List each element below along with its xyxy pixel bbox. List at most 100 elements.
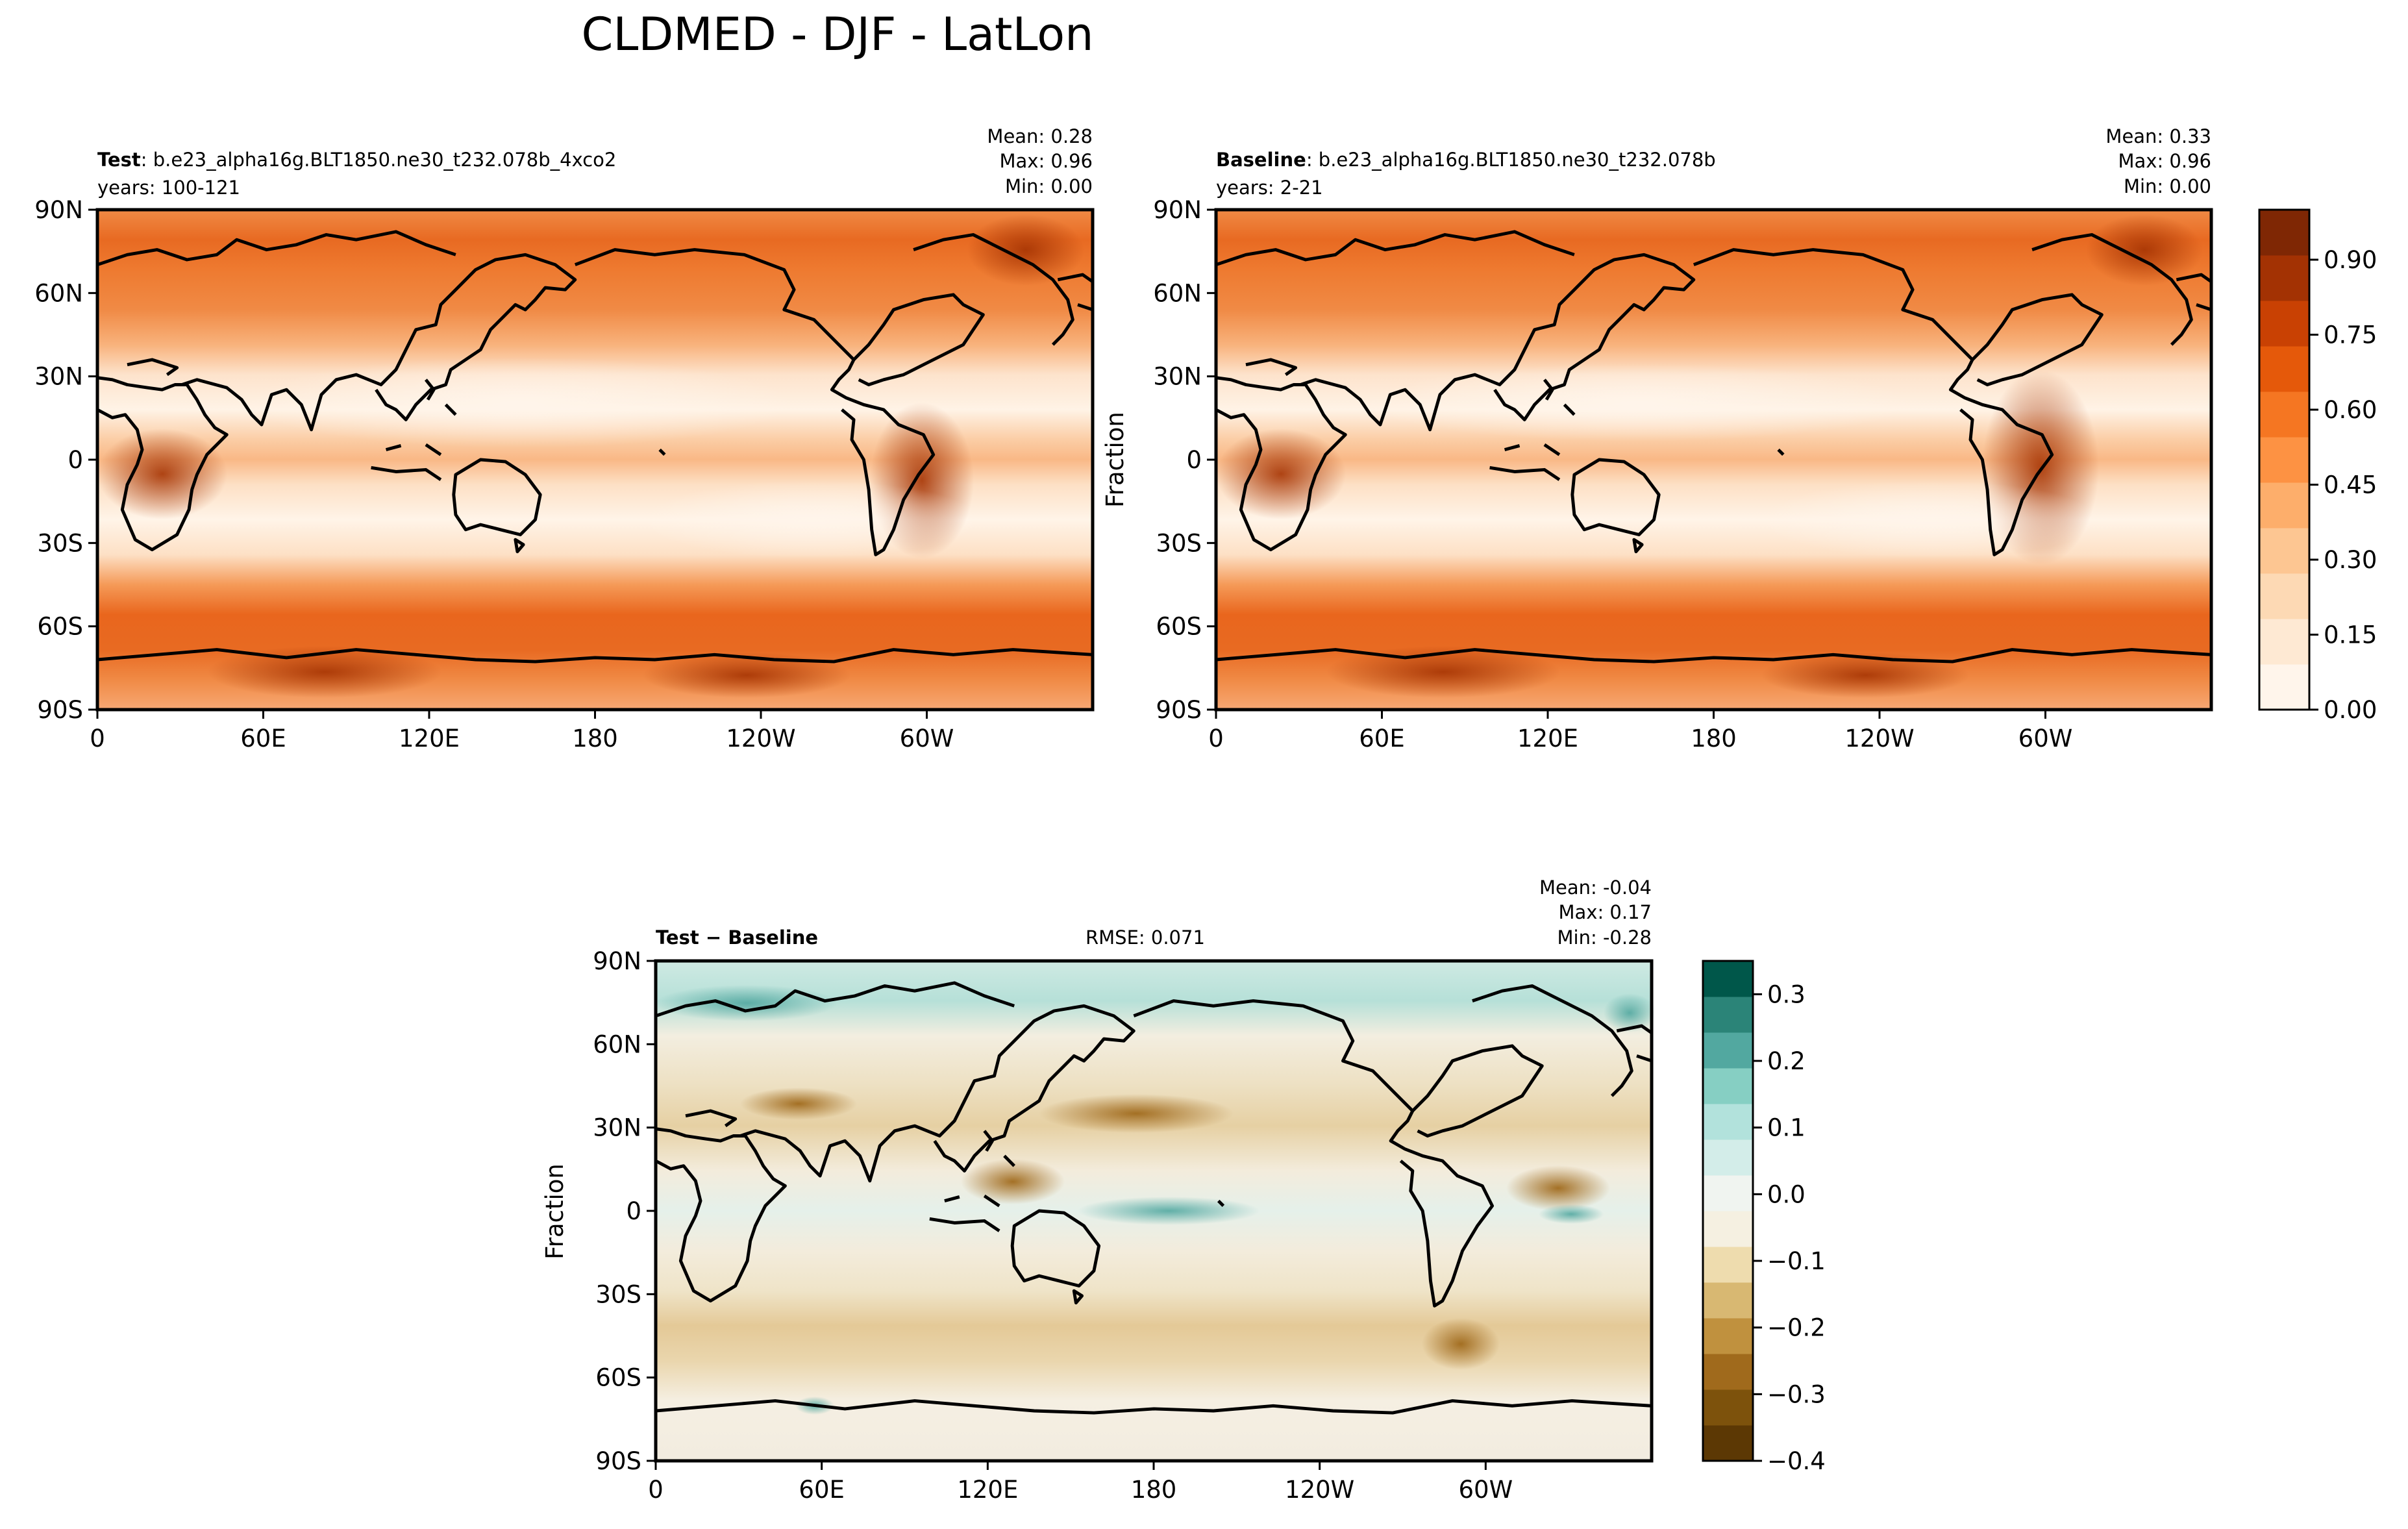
main-colorbar-swatch bbox=[2259, 210, 2309, 256]
baseline-stat-max: Max: 0.96 bbox=[2118, 150, 2211, 172]
baseline-xtick-label: 180 bbox=[1691, 725, 1737, 752]
baseline-ytick-label: 30S bbox=[1156, 529, 1202, 557]
baseline-years: years: 2-21 bbox=[1216, 177, 1323, 199]
panel-diff: Test − Baseline RMSE: 0.071 Mean: -0.04 … bbox=[541, 876, 1656, 1463]
baseline-xtick-label: 0 bbox=[1208, 725, 1224, 752]
diff-xtick-label: 120W bbox=[1285, 1476, 1354, 1504]
main-colorbar-tick-label: 0.30 bbox=[2324, 546, 2377, 574]
test-ytick-label: 60S bbox=[37, 613, 83, 641]
main-colorbar-tick-label: 0.15 bbox=[2324, 621, 2377, 649]
test-ytick-label: 0 bbox=[68, 446, 83, 474]
diff-ytick-label: 60S bbox=[595, 1364, 641, 1392]
test-ytick-label: 90S bbox=[37, 696, 83, 724]
diff-colorbar-swatch bbox=[1703, 1354, 1753, 1390]
baseline-ytick-label: 90N bbox=[1153, 196, 1202, 224]
diff-colorbar-tick-label: −0.1 bbox=[1767, 1247, 1826, 1275]
main-colorbar-swatch bbox=[2259, 528, 2309, 574]
main-colorbar-swatch bbox=[2259, 437, 2309, 483]
diff-colorbar-swatch bbox=[1703, 997, 1753, 1033]
diff-colorbar-tick-label: 0.1 bbox=[1767, 1114, 1806, 1142]
main-colorbar: 0.00 0.15 0.30 0.45 0.60 0.75 0.90 bbox=[2258, 208, 2377, 724]
main-colorbar-swatch bbox=[2259, 664, 2309, 710]
diff-stat-mean: Mean: -0.04 bbox=[1539, 876, 1652, 899]
test-header: Test: b.e23_alpha16g.BLT1850.ne30_t232.0… bbox=[97, 149, 616, 171]
diff-colorbar-tick-label: −0.2 bbox=[1767, 1314, 1826, 1342]
diff-xtick-label: 60E bbox=[799, 1476, 844, 1504]
test-xtick-label: 60E bbox=[240, 725, 286, 752]
diff-ytick-label: 90S bbox=[595, 1447, 641, 1475]
diff-colorbar-tick-label: −0.4 bbox=[1767, 1447, 1826, 1475]
test-map bbox=[95, 208, 1095, 712]
test-stat-max: Max: 0.96 bbox=[999, 150, 1093, 172]
main-colorbar-tick-label: 0.45 bbox=[2324, 471, 2377, 499]
test-ytick-label: 60N bbox=[34, 279, 83, 307]
test-ytick-label: 90N bbox=[34, 196, 83, 224]
baseline-ytick-label: 90S bbox=[1156, 696, 1202, 724]
diff-stat-min: Min: -0.28 bbox=[1558, 926, 1652, 949]
baseline-stat-mean: Mean: 0.33 bbox=[2105, 125, 2211, 147]
diff-colorbar-swatch bbox=[1703, 1425, 1753, 1461]
diff-colorbar-tick-label: 0.3 bbox=[1767, 980, 1806, 1008]
test-xtick-label: 0 bbox=[90, 725, 105, 752]
diff-colorbar-tick-label: 0.2 bbox=[1767, 1047, 1806, 1075]
main-colorbar-tick-label: 0.00 bbox=[2324, 696, 2377, 724]
diff-colorbar-swatch bbox=[1703, 1282, 1753, 1319]
test-xtick-label: 120E bbox=[399, 725, 460, 752]
diff-xtick-label: 60W bbox=[1458, 1476, 1513, 1504]
diff-xtick-label: 180 bbox=[1131, 1476, 1177, 1504]
diff-colorbar-tick-label: 0.0 bbox=[1767, 1180, 1806, 1208]
diff-ytick-label: 30S bbox=[595, 1280, 641, 1308]
baseline-xtick-label: 120W bbox=[1844, 725, 1914, 752]
diff-colorbar: −0.4 −0.3 −0.2 −0.1 0.0 0.1 0.2 0.3 bbox=[1702, 960, 1826, 1475]
baseline-xtick-label: 60E bbox=[1359, 725, 1404, 752]
diff-stat-max: Max: 0.17 bbox=[1558, 901, 1652, 923]
test-stat-mean: Mean: 0.28 bbox=[987, 125, 1093, 147]
diff-ylabel: Fraction bbox=[541, 1163, 569, 1260]
test-xtick-label: 180 bbox=[572, 725, 618, 752]
diff-colorbar-swatch bbox=[1703, 961, 1753, 997]
main-colorbar-swatch bbox=[2259, 482, 2309, 528]
test-ytick-label: 30S bbox=[37, 529, 83, 557]
baseline-ylabel: Fraction bbox=[1101, 412, 1129, 508]
diff-xtick-label: 120E bbox=[957, 1476, 1018, 1504]
main-colorbar-tick-label: 0.60 bbox=[2324, 396, 2377, 424]
main-colorbar-swatch bbox=[2259, 392, 2309, 438]
baseline-ytick-label: 0 bbox=[1186, 446, 1202, 474]
baseline-ytick-label: 30N bbox=[1153, 363, 1202, 391]
panel-baseline: Baseline: b.e23_alpha16g.BLT1850.ne30_t2… bbox=[1101, 125, 2213, 712]
main-colorbar-tick-label: 0.75 bbox=[2324, 321, 2377, 349]
baseline-ytick-label: 60N bbox=[1153, 279, 1202, 307]
main-colorbar-tick-label: 0.90 bbox=[2324, 246, 2377, 274]
baseline-header: Baseline: b.e23_alpha16g.BLT1850.ne30_t2… bbox=[1216, 149, 1716, 171]
main-colorbar-swatch bbox=[2259, 255, 2309, 301]
diff-header: Test − Baseline bbox=[656, 926, 818, 949]
baseline-map bbox=[1214, 208, 2213, 712]
diff-colorbar-tick-label: −0.3 bbox=[1767, 1380, 1826, 1408]
main-colorbar-swatch bbox=[2259, 346, 2309, 392]
diff-ytick-label: 0 bbox=[626, 1197, 641, 1225]
diff-colorbar-swatch bbox=[1703, 1139, 1753, 1176]
baseline-xtick-label: 60W bbox=[2018, 725, 2073, 752]
diff-colorbar-swatch bbox=[1703, 1318, 1753, 1354]
panel-test: Test: b.e23_alpha16g.BLT1850.ne30_t232.0… bbox=[95, 125, 1095, 712]
diff-ytick-label: 60N bbox=[593, 1030, 641, 1058]
test-ytick-label: 30N bbox=[34, 363, 83, 391]
baseline-ytick-label: 60S bbox=[1156, 613, 1202, 641]
diff-ytick-label: 30N bbox=[593, 1114, 641, 1142]
test-years: years: 100-121 bbox=[97, 177, 240, 199]
main-colorbar-swatch bbox=[2259, 573, 2309, 619]
main-colorbar-swatch bbox=[2259, 619, 2309, 665]
test-stat-min: Min: 0.00 bbox=[1005, 175, 1093, 197]
diff-colorbar-swatch bbox=[1703, 1032, 1753, 1069]
main-colorbar-swatch bbox=[2259, 301, 2309, 347]
diff-rmse: RMSE: 0.071 bbox=[1086, 926, 1205, 949]
diff-colorbar-swatch bbox=[1703, 1175, 1753, 1212]
diff-ytick-label: 90N bbox=[593, 947, 641, 975]
baseline-stat-min: Min: 0.00 bbox=[2124, 175, 2211, 197]
test-xtick-label: 120W bbox=[726, 725, 795, 752]
diff-colorbar-swatch bbox=[1703, 1068, 1753, 1104]
diff-colorbar-swatch bbox=[1703, 1389, 1753, 1426]
diff-colorbar-swatch bbox=[1703, 1247, 1753, 1283]
diff-xtick-label: 0 bbox=[648, 1476, 664, 1504]
